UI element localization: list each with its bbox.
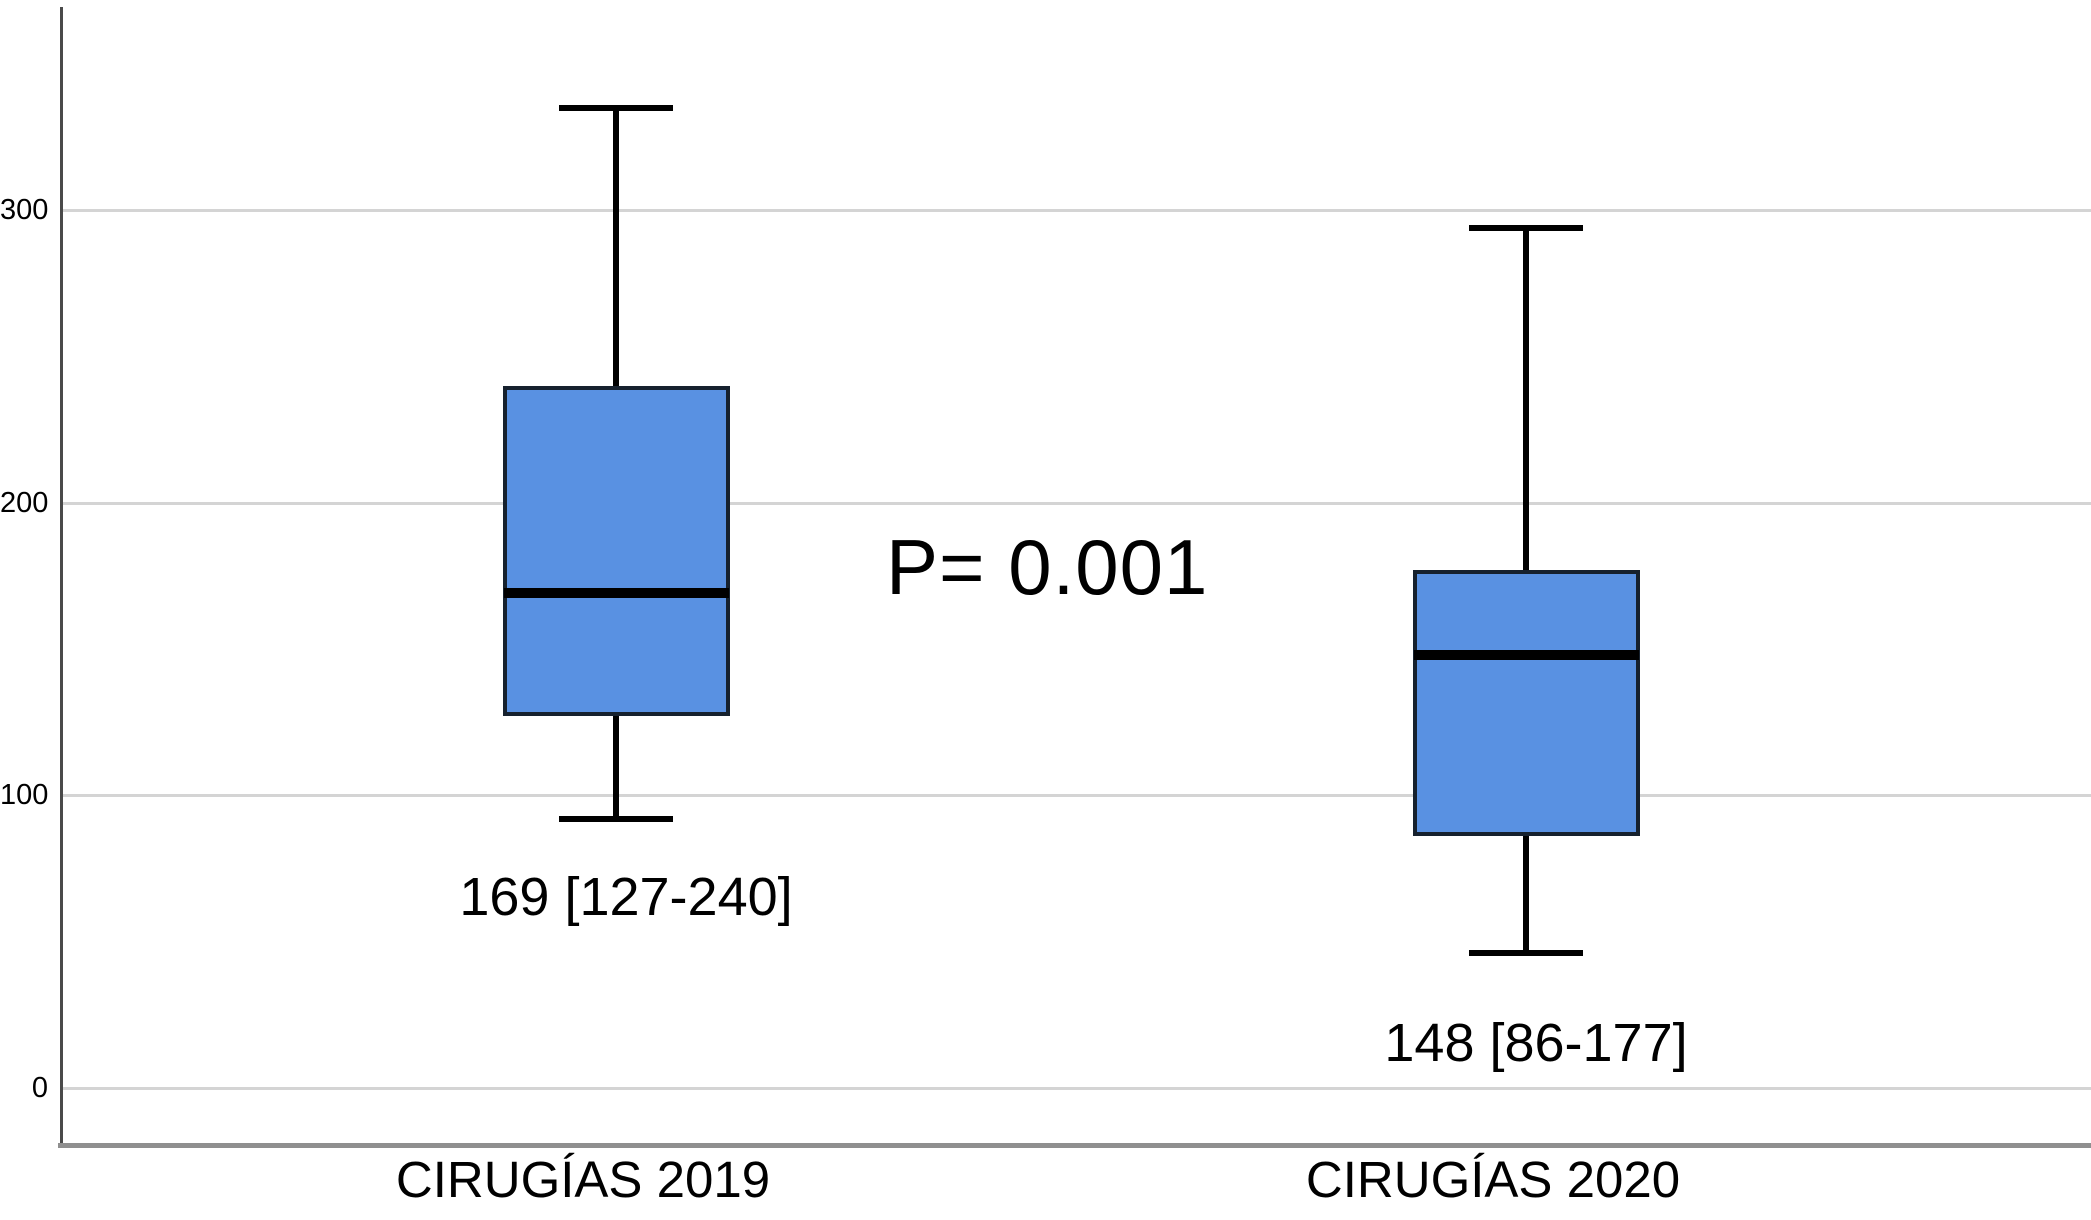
x-category-label-cirug-as-2019: CIRUGÍAS 2019 <box>395 1151 771 1208</box>
y-tick-label-100: 100 <box>0 779 49 812</box>
whisker-cap-lower-cirug-as-2020 <box>1469 950 1583 957</box>
y-tick-label-200: 200 <box>0 486 49 519</box>
whisker-upper-cirug-as-2019 <box>613 107 619 386</box>
whisker-cap-upper-cirug-as-2020 <box>1469 224 1583 231</box>
whisker-lower-cirug-as-2020 <box>1523 836 1529 954</box>
gridline-y-300 <box>60 208 2091 212</box>
whisker-lower-cirug-as-2019 <box>613 716 619 819</box>
box-cirug-as-2020 <box>1412 569 1640 837</box>
y-tick-label-300: 300 <box>0 193 49 226</box>
x-axis-line <box>58 1143 2091 1148</box>
box-summary-label-cirug-as-2020: 148 [86-177] <box>1384 1013 1688 1074</box>
box-summary-label-cirug-as-2019: 169 [127-240] <box>459 866 793 927</box>
whisker-cap-lower-cirug-as-2019 <box>559 815 673 822</box>
gridline-y-200 <box>60 501 2091 505</box>
median-line-cirug-as-2019 <box>503 588 729 599</box>
whisker-upper-cirug-as-2020 <box>1523 227 1529 570</box>
p-value-annotation: P= 0.001 <box>886 523 1209 611</box>
x-category-label-cirug-as-2020: CIRUGÍAS 2020 <box>1305 1151 1681 1208</box>
y-tick-label-0: 0 <box>31 1072 48 1104</box>
whisker-cap-upper-cirug-as-2019 <box>559 104 673 111</box>
median-line-cirug-as-2020 <box>1413 649 1639 660</box>
y-axis-line <box>60 7 63 1143</box>
gridline-y-0 <box>60 1087 2091 1090</box>
box-cirug-as-2019 <box>502 385 730 717</box>
gridline-y-100 <box>60 794 2091 798</box>
